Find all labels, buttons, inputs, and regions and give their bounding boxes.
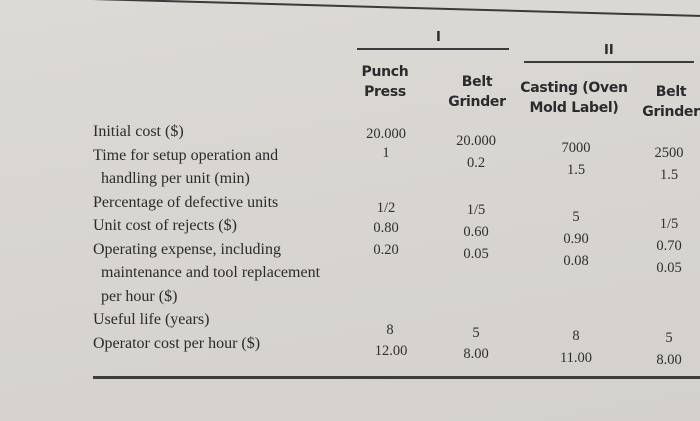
group-label-i: I [436, 30, 441, 45]
cell: 20.000 [366, 126, 406, 142]
header-line: Grinder [448, 94, 506, 110]
row-label-operating-expense-cont: maintenance and tool replacement [101, 264, 321, 281]
cell: 1/5 [466, 202, 486, 218]
column-header-casting: Casting (Oven Mold Label) [516, 78, 632, 118]
column-header-belt-grinder-i: Belt Grinder [440, 72, 514, 112]
header-line: Belt [461, 74, 493, 90]
cell: 0.20 [373, 242, 399, 258]
cell: 1/5 [659, 216, 679, 232]
cell: 0.05 [656, 260, 682, 276]
cell: 5 [665, 330, 673, 346]
header-line: Press [364, 84, 406, 100]
cell: 8 [572, 328, 580, 344]
cell: 1.5 [566, 162, 586, 178]
header-line: Casting (Oven [520, 80, 628, 96]
cell: 0.80 [373, 220, 399, 236]
group-label-ii: II [604, 43, 614, 58]
row-label-setup-time: Time for setup operation and [93, 146, 279, 164]
cell: 2500 [654, 145, 684, 161]
group-rule-ii [524, 61, 694, 63]
row-label-operator-cost: Operator cost per hour ($) [93, 334, 261, 352]
cell: 5 [572, 209, 580, 225]
cell: 1 [382, 145, 390, 161]
row-label-setup-time-cont: handling per unit (min) [101, 170, 250, 187]
cell: 7000 [561, 140, 591, 156]
cell: 20.000 [456, 133, 496, 149]
column-header-punch-press: Punch Press [350, 62, 420, 102]
row-label-operating-expense: Operating expense, including [93, 240, 281, 258]
header-line: Mold Label) [529, 100, 619, 116]
header-line: Punch [361, 64, 409, 80]
row-label-reject-cost: Unit cost of rejects ($) [93, 217, 237, 234]
cell: 0.60 [463, 224, 489, 240]
header-line: Belt [655, 84, 687, 100]
group-rule-i [357, 48, 509, 50]
cell: 0.08 [563, 253, 589, 269]
row-label-defective-pct: Percentage of defective units [93, 193, 279, 211]
top-rule [91, 0, 700, 18]
header-line: Grinder [642, 104, 700, 120]
cell: 5 [472, 325, 480, 341]
cell: 0.70 [656, 238, 682, 254]
cell: 1.5 [659, 167, 679, 183]
cell: 0.05 [463, 246, 489, 262]
row-label-initial-cost: Initial cost ($) [93, 123, 184, 140]
column-header-belt-grinder-ii: Belt Grinder [636, 82, 700, 122]
cell: 8.00 [656, 352, 682, 368]
row-label-operating-expense-cont: per hour ($) [101, 287, 178, 305]
row-label-useful-life: Useful life (years) [93, 311, 210, 328]
cell: 8.00 [463, 346, 489, 362]
cell: 0.2 [466, 155, 486, 171]
cell: 1/2 [376, 200, 396, 216]
cell: 11.00 [559, 350, 593, 366]
cell: 12.00 [374, 343, 408, 359]
bottom-rule [93, 376, 700, 379]
cell: 0.90 [563, 231, 589, 247]
cell: 8 [386, 322, 394, 338]
